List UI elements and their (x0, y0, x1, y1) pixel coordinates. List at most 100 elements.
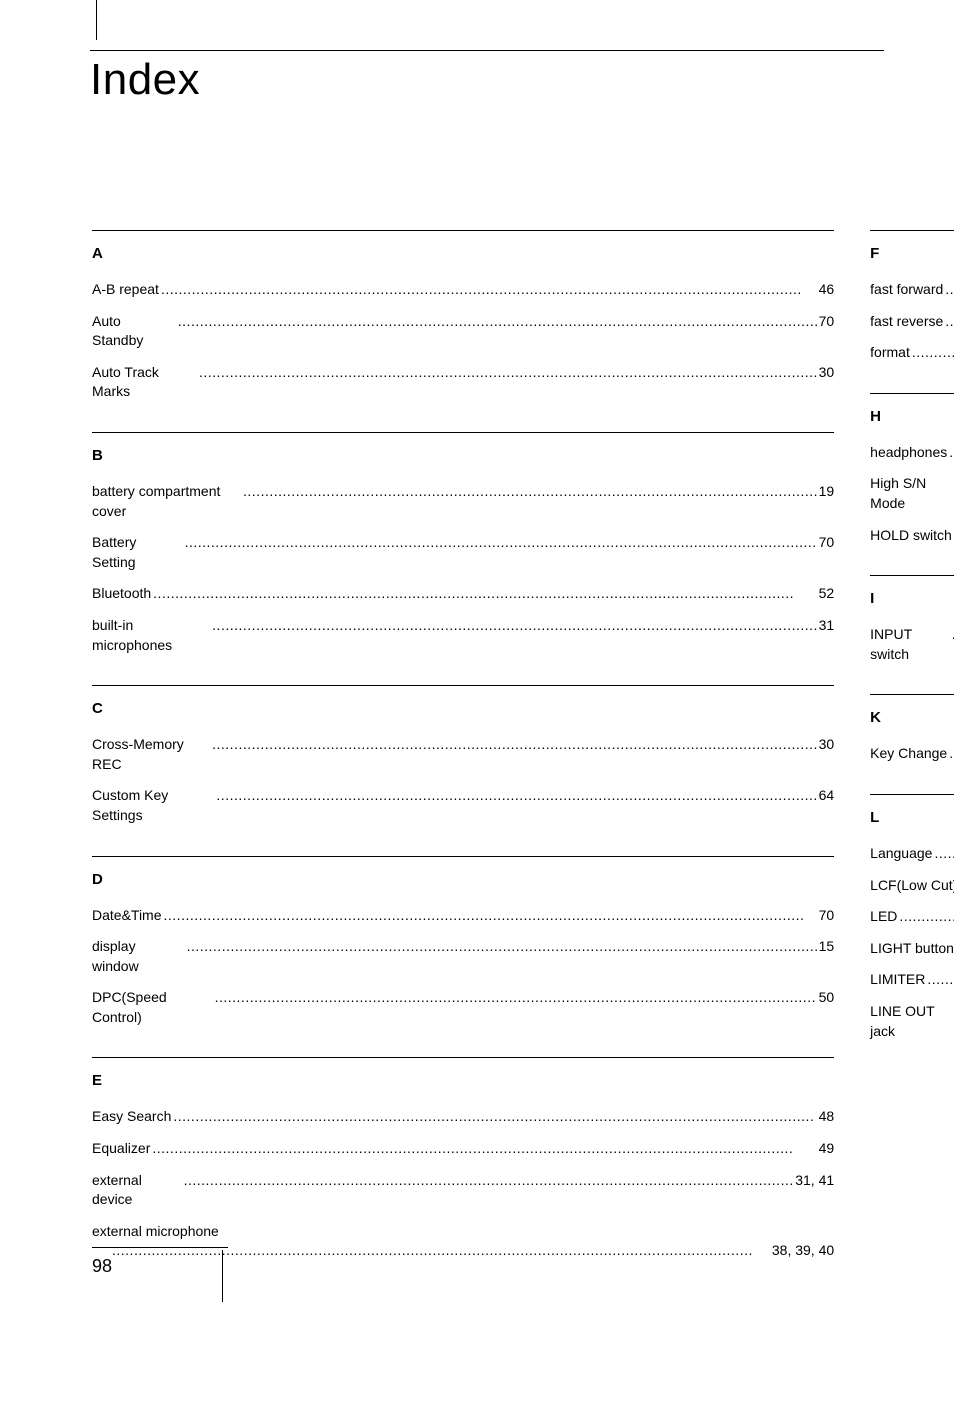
index-entry: battery compartment cover 19 (92, 482, 834, 521)
index-term: HOLD switch (870, 526, 952, 546)
index-page-ref: 30 (819, 735, 835, 755)
index-entry: fast forward46 (870, 280, 954, 300)
index-entry: LIMITER66 (870, 970, 954, 990)
leader-dots (184, 1171, 794, 1191)
index-term: Battery Setting (92, 533, 183, 572)
index-entry: display window 15 (92, 937, 834, 976)
index-page-ref: 64 (819, 786, 835, 806)
leader-dots (212, 735, 816, 755)
section-rule (870, 230, 954, 231)
index-term: INPUT switch (870, 625, 950, 664)
index-entry: Battery Setting 70 (92, 533, 834, 572)
index-entry: format71 (870, 343, 954, 363)
section-letter: D (92, 871, 834, 888)
page-number: 98 (92, 1254, 112, 1277)
index-entry: High S/N Mode29, 67 (870, 474, 954, 513)
section-letter: A (92, 245, 834, 262)
index-entry: HOLD switch26 (870, 526, 954, 546)
index-entry: Auto Track Marks30 (92, 363, 834, 402)
index-page-ref: 30 (819, 363, 835, 383)
section-rule (870, 575, 954, 576)
index-entry: Date&Time70 (92, 906, 834, 926)
index-section: Ffast forward46fast reverse46format71 (870, 230, 954, 363)
leader-dots (152, 1139, 816, 1159)
index-page-ref: 15 (819, 937, 835, 957)
index-term: Bluetooth (92, 584, 151, 604)
leader-dots (912, 343, 954, 363)
leader-dots (187, 937, 817, 957)
index-term: fast reverse (870, 312, 943, 332)
leader-dots (161, 280, 817, 300)
leader-dots (927, 970, 954, 990)
index-term: battery compartment cover (92, 482, 241, 521)
index-section: Bbattery compartment cover19Battery Sett… (92, 432, 834, 655)
index-section: D Date&Time70 display window 15 DPC(Speed Co… (92, 856, 834, 1028)
index-section: LLanguage70LCF(Low Cut)66LED69LIGHT butt… (870, 794, 954, 1041)
leader-dots (949, 744, 954, 764)
footer-row: 98 (92, 1254, 878, 1302)
section-rule (870, 794, 954, 795)
section-letter: H (870, 408, 954, 425)
index-page-ref: 19 (819, 482, 835, 502)
index-entry: Key Change49 (870, 744, 954, 764)
index-entry: Custom Key Settings 64 (92, 786, 834, 825)
footer-rule (92, 1247, 228, 1248)
section-rule (92, 1057, 834, 1058)
index-entry: LIGHT button14 (870, 939, 954, 959)
section-letter: L (870, 809, 954, 826)
index-entry: INPUT switch38, 39, 41 (870, 625, 954, 664)
page-title: Index (90, 55, 884, 105)
index-page-ref: 31 (819, 616, 835, 636)
index-entry: fast reverse46 (870, 312, 954, 332)
index-term: Language (870, 844, 932, 864)
index-term: Equalizer (92, 1139, 150, 1159)
index-column: AA-B repeat46Auto Standby70Auto Track Ma… (92, 230, 834, 1408)
section-rule (92, 856, 834, 857)
index-term: Cross-Memory REC (92, 735, 210, 774)
index-entry: Bluetooth52 (92, 584, 834, 604)
index-page-ref: 49 (819, 1139, 835, 1159)
index-term: LINE OUT jack (870, 1002, 954, 1041)
section-letter: K (870, 709, 954, 726)
index-page-ref: 70 (819, 533, 835, 553)
index-entry: A-B repeat 46 (92, 280, 834, 300)
leader-dots (945, 280, 954, 300)
index-page-ref: 46 (819, 280, 835, 300)
leader-dots (216, 786, 816, 806)
index-section: EEasy Search48Equalizer49external device… (92, 1057, 834, 1261)
leader-dots (243, 482, 817, 502)
index-term: LED (870, 907, 897, 927)
leader-dots (199, 363, 817, 383)
section-rule (92, 230, 834, 231)
index-section: K Key Change49 (870, 694, 954, 764)
section-letter: I (870, 590, 954, 607)
section-rule (92, 432, 834, 433)
section-letter: C (92, 700, 834, 717)
index-entry: external device31, 41 (92, 1171, 834, 1210)
leader-dots (185, 533, 817, 553)
top-tick (90, 0, 97, 40)
index-page: Index AA-B repeat46Auto Standby70Auto Tr… (0, 0, 954, 1354)
index-entry: headphones43 (870, 443, 954, 463)
index-entry: Language70 (870, 844, 954, 864)
index-columns: AA-B repeat46Auto Standby70Auto Track Ma… (92, 230, 878, 1408)
index-entry: LCF(Low Cut)66 (870, 876, 954, 896)
leader-dots (173, 1107, 816, 1127)
index-section: Hheadphones43 High S/N Mode29, 67 HOLD swi… (870, 393, 954, 545)
index-column: Ffast forward46fast reverse46format71Hhe… (870, 230, 954, 1408)
section-letter: E (92, 1072, 834, 1089)
leader-dots (153, 584, 816, 604)
index-entry: Auto Standby70 (92, 312, 834, 351)
index-entry: DPC(Speed Control)50 (92, 988, 834, 1027)
index-term: Custom Key Settings (92, 786, 214, 825)
leader-dots (945, 312, 954, 332)
index-term: headphones (870, 443, 947, 463)
index-term: Key Change (870, 744, 947, 764)
index-term: LIMITER (870, 970, 925, 990)
leader-dots (899, 907, 954, 927)
index-term: A-B repeat (92, 280, 159, 300)
section-rule (92, 685, 834, 686)
leader-dots (215, 988, 817, 1008)
index-term: display window (92, 937, 185, 976)
index-term: Auto Standby (92, 312, 176, 351)
